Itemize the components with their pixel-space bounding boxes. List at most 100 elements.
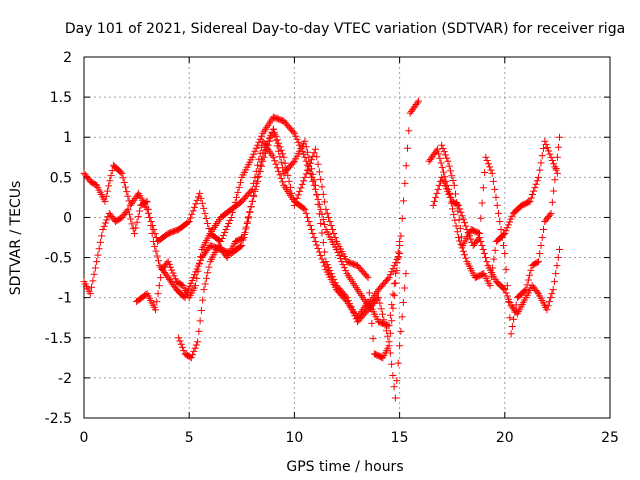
data-point [219,231,227,239]
data-point [503,282,511,290]
data-point [279,178,287,186]
data-point [242,223,250,231]
data-point [261,149,269,157]
data-point [490,255,498,263]
data-point [202,274,210,282]
data-point [194,338,202,346]
data-point [272,132,280,140]
data-point [251,187,259,195]
data-point [528,191,536,199]
x-tick-label: 25 [601,430,619,446]
data-point [99,225,107,233]
data-point [367,304,375,312]
data-point [273,136,281,144]
data-point [197,253,205,261]
data-point [340,264,348,272]
data-point [394,254,402,262]
data-point [445,162,453,170]
data-point [250,150,258,158]
data-point [500,231,508,239]
data-point [149,238,157,246]
data-point [143,197,151,205]
data-point [202,214,210,222]
data-point [390,383,398,391]
data-point [194,267,202,275]
data-point [309,152,317,160]
data-point [373,295,381,303]
data-point [252,182,260,190]
data-point [336,255,344,263]
data-point [275,167,283,175]
data-point [244,218,252,226]
data-point [192,200,200,208]
data-point [222,225,230,233]
data-point [401,179,409,187]
data-point [313,241,321,249]
data-point [288,189,296,197]
data-point [534,173,542,181]
data-point [506,298,514,306]
data-point [429,201,437,209]
data-point [430,197,438,205]
data-point [552,270,560,278]
data-point [302,143,310,151]
data-point [369,335,377,343]
data-point [204,219,212,227]
data-point [504,221,512,229]
data-point [265,137,273,145]
data-point [259,157,267,165]
data-point [432,193,440,201]
data-point [401,284,409,292]
data-point [152,306,160,314]
data-point [235,183,243,191]
data-point [192,282,200,290]
data-point [545,298,553,306]
data-point [251,173,259,181]
data-point [393,377,401,385]
data-point [397,232,405,240]
data-point [284,171,292,179]
data-point [547,153,555,161]
data-point [526,271,534,279]
data-point [164,258,172,266]
data-point [545,147,553,155]
data-point [479,246,487,254]
data-point [196,317,204,325]
y-tick-label: -0.5 [45,251,72,267]
data-point [106,177,114,185]
data-point [537,242,545,250]
data-point [105,182,113,190]
data-point [245,213,253,221]
data-point [90,270,98,278]
data-point [294,191,302,199]
data-point [450,211,458,219]
data-point [506,314,514,322]
data-point [247,187,255,195]
data-point [280,153,288,161]
data-point [492,193,500,201]
data-point [277,174,285,182]
data-point [254,177,262,185]
data-point [339,261,347,269]
plot-frame [83,56,611,419]
data-point [103,216,111,224]
data-point [510,315,518,323]
data-point [449,205,457,213]
data-point [201,280,209,288]
data-point [289,159,297,167]
data-point [297,184,305,192]
data-point [91,264,99,272]
data-point [321,220,329,228]
data-point [307,156,315,164]
data-point [306,159,314,167]
data-point [301,153,309,161]
data-point [240,234,248,241]
data-point [540,144,548,152]
data-point [177,340,185,348]
data-point [294,138,302,146]
data-point [301,137,309,145]
data-point [548,290,556,298]
chart-title: Day 101 of 2021, Sidereal Day-to-day VTE… [65,21,625,37]
data-point [319,259,327,267]
data-point [289,128,297,136]
